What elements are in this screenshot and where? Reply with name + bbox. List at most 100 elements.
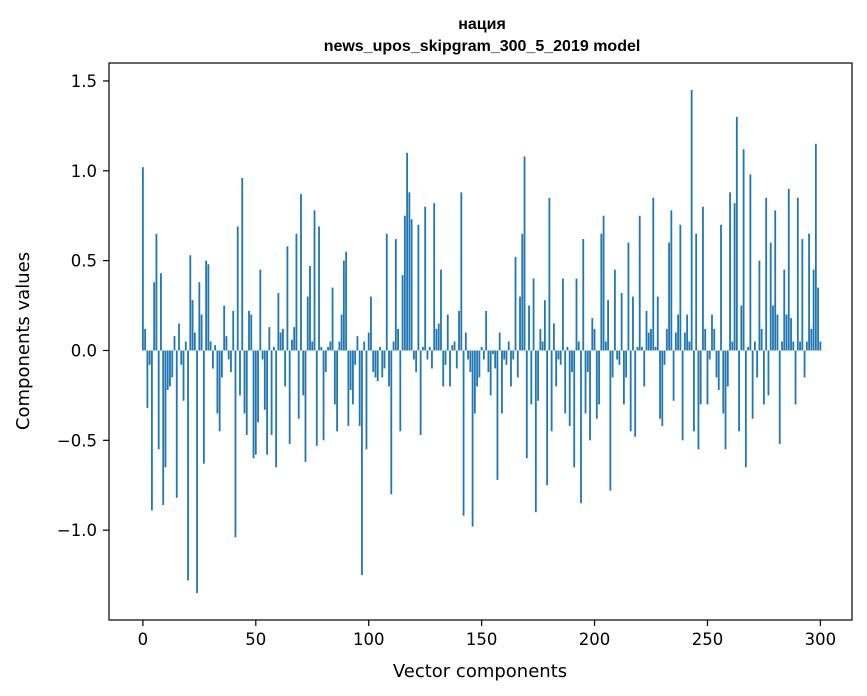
bar: [471, 350, 474, 527]
bar: [392, 341, 395, 351]
bar: [324, 350, 327, 373]
bar: [763, 350, 765, 405]
bar: [627, 242, 630, 351]
bar: [426, 350, 429, 360]
bar: [406, 152, 409, 351]
bar: [162, 350, 165, 505]
bar: [385, 233, 388, 351]
bar: [268, 327, 271, 351]
y-tick-label: 1.5: [71, 72, 97, 91]
bar: [562, 278, 564, 351]
bar: [733, 203, 736, 351]
bar: [279, 332, 282, 351]
bar: [227, 350, 230, 360]
bar: [295, 233, 298, 351]
bar: [758, 260, 761, 351]
bar: [512, 350, 515, 360]
bar: [550, 350, 553, 432]
bar: [431, 350, 433, 369]
bar: [796, 197, 799, 351]
bar: [674, 332, 677, 351]
bar: [650, 328, 652, 351]
bar: [514, 257, 517, 351]
bar: [198, 282, 201, 351]
bar: [361, 350, 363, 576]
x-tick-label: 300: [805, 630, 837, 649]
bar: [704, 328, 707, 351]
x-tick-label: 250: [692, 630, 724, 649]
y-axis-label: Components values: [13, 252, 34, 430]
bar: [555, 350, 558, 387]
bar: [731, 341, 734, 351]
bar: [819, 341, 822, 351]
bar: [467, 350, 469, 360]
bar: [817, 287, 820, 351]
bar: [297, 350, 300, 419]
bar: [236, 226, 239, 351]
bar: [720, 224, 722, 351]
bar: [609, 350, 612, 491]
bar: [309, 266, 311, 351]
bar: [182, 350, 185, 401]
bar: [313, 210, 316, 351]
bar: [191, 300, 194, 351]
bar: [440, 269, 442, 351]
bar: [715, 350, 718, 378]
bar: [218, 350, 221, 432]
y-tick-label: 0.0: [71, 341, 97, 360]
bar: [252, 350, 255, 459]
bar: [148, 350, 151, 365]
bar: [645, 310, 648, 351]
bar: [306, 296, 309, 351]
bar: [790, 318, 792, 351]
bar: [166, 350, 169, 391]
bar: [724, 350, 727, 450]
bar: [781, 341, 783, 351]
bar: [415, 350, 418, 373]
bar: [729, 192, 731, 351]
bar: [286, 246, 289, 351]
bar: [223, 305, 226, 351]
bar: [367, 332, 370, 351]
bar: [616, 350, 619, 360]
bar: [679, 224, 682, 351]
y-tick-label: −1.0: [57, 521, 97, 540]
bar: [699, 350, 702, 405]
bar: [785, 314, 788, 351]
bar: [814, 143, 817, 351]
bar: [738, 350, 740, 432]
plot-frame: [108, 62, 853, 621]
bar: [202, 350, 205, 464]
bar: [444, 350, 447, 365]
bar: [397, 328, 399, 351]
bar: [593, 328, 596, 351]
bar: [241, 177, 244, 351]
bar: [433, 203, 436, 351]
bar: [711, 314, 713, 351]
bar: [300, 194, 302, 351]
bar: [623, 350, 625, 405]
bar: [501, 350, 503, 414]
bar: [537, 350, 539, 401]
bar: [695, 233, 698, 351]
bar: [412, 350, 415, 360]
bar: [629, 350, 632, 432]
y-tick-label: −0.5: [57, 431, 97, 450]
bar: [496, 350, 499, 480]
bar: [248, 310, 250, 351]
bar: [571, 350, 573, 373]
bar: [180, 350, 183, 365]
bar: [482, 350, 485, 360]
x-tick-label: 150: [466, 630, 498, 649]
bar: [245, 350, 248, 435]
bar: [284, 350, 287, 387]
bar: [480, 346, 483, 351]
bar: [272, 346, 275, 351]
bar: [333, 350, 336, 405]
bar: [489, 350, 492, 396]
bar: [591, 318, 594, 351]
bar: [216, 350, 219, 414]
bar: [805, 341, 808, 351]
bar: [582, 239, 585, 351]
